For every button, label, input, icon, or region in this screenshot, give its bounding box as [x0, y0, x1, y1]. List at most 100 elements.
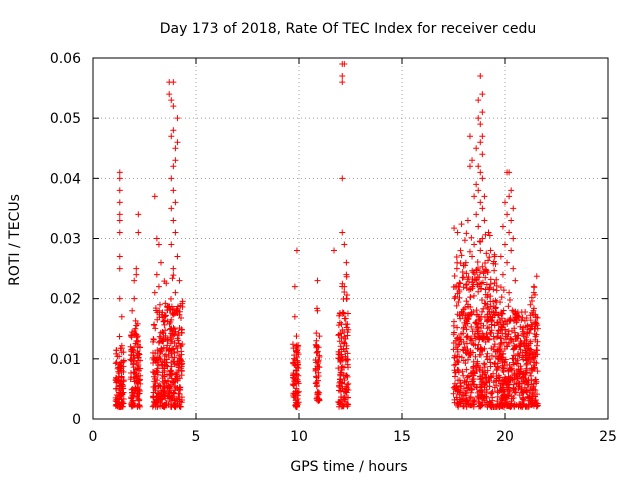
data-point: [169, 275, 176, 282]
data-point: [527, 325, 534, 332]
x-tick-labels: 0 5 10 15 20 25: [89, 429, 617, 445]
data-point: [167, 347, 174, 354]
data-point: [467, 393, 474, 400]
data-point: [506, 229, 513, 236]
data-point: [498, 315, 505, 322]
data-point: [456, 294, 463, 301]
data-point: [490, 346, 497, 353]
data-point: [112, 402, 119, 409]
data-point: [172, 157, 179, 164]
data-point: [468, 387, 475, 394]
data-point: [527, 369, 534, 376]
data-point: [116, 217, 123, 224]
data-point: [461, 237, 468, 244]
data-point: [490, 258, 497, 265]
data-point: [450, 384, 457, 391]
data-point: [521, 387, 528, 394]
data-point: [335, 365, 342, 372]
data-point: [135, 229, 142, 236]
data-point: [152, 350, 159, 357]
data-point: [129, 307, 136, 314]
data-point: [497, 253, 504, 260]
data-point: [517, 363, 524, 370]
data-point: [496, 346, 503, 353]
data-point: [166, 306, 173, 313]
data-point: [116, 253, 123, 260]
data-point: [168, 241, 175, 248]
data-point: [155, 241, 162, 248]
data-point: [338, 321, 345, 328]
data-point: [120, 396, 127, 403]
data-point: [487, 373, 494, 380]
data-point: [463, 270, 470, 277]
data-point: [473, 211, 480, 218]
data-point: [293, 347, 300, 354]
data-point: [470, 292, 477, 299]
data-point: [524, 403, 531, 410]
data-point: [316, 353, 323, 360]
data-point: [502, 400, 509, 407]
data-point: [499, 330, 506, 337]
data-point: [162, 313, 169, 320]
data-point: [516, 342, 523, 349]
data-point: [523, 361, 530, 368]
data-point: [338, 394, 345, 401]
data-point: [154, 369, 161, 376]
data-point: [512, 308, 519, 315]
data-point: [460, 372, 467, 379]
data-point: [116, 187, 123, 194]
data-point: [455, 341, 462, 348]
data-point: [171, 396, 178, 403]
data-point: [479, 109, 486, 116]
data-point: [168, 368, 175, 375]
data-point: [476, 334, 483, 341]
data-point: [522, 375, 529, 382]
data-point: [455, 400, 462, 407]
data-point: [457, 315, 464, 322]
data-point: [167, 398, 174, 405]
data-point: [527, 301, 534, 308]
data-point: [291, 355, 298, 362]
y-tick-label: 0.03: [50, 232, 81, 248]
data-point: [520, 402, 527, 409]
data-point: [528, 365, 535, 372]
data-point: [466, 163, 473, 170]
data-point: [467, 286, 474, 293]
data-point: [472, 353, 479, 360]
data-point: [517, 401, 524, 408]
data-point: [520, 378, 527, 385]
data-point: [476, 283, 483, 290]
data-point: [290, 359, 297, 366]
data-point: [497, 401, 504, 408]
data-point: [469, 157, 476, 164]
data-point: [508, 400, 515, 407]
data-point: [494, 334, 501, 341]
data-point: [520, 396, 527, 403]
data-point: [468, 335, 475, 342]
data-point: [454, 358, 461, 365]
data-point: [506, 387, 513, 394]
data-point: [135, 377, 142, 384]
data-point: [316, 364, 323, 371]
data-point: [116, 295, 123, 302]
data-point: [480, 270, 487, 277]
data-point: [166, 91, 173, 98]
data-point: [117, 391, 124, 398]
data-point: [491, 253, 498, 260]
data-point: [316, 333, 323, 340]
data-point: [339, 380, 346, 387]
data-point: [471, 271, 478, 278]
data-point: [467, 311, 474, 318]
data-point: [469, 253, 476, 260]
data-point: [293, 343, 300, 350]
data-point: [511, 389, 518, 396]
data-point: [132, 330, 139, 337]
data-point: [113, 375, 120, 382]
data-point: [293, 403, 300, 410]
data-point: [526, 330, 533, 337]
data-point: [529, 354, 536, 361]
data-point: [155, 283, 162, 290]
data-point: [491, 267, 498, 274]
data-point: [157, 329, 164, 336]
data-point: [474, 389, 481, 396]
